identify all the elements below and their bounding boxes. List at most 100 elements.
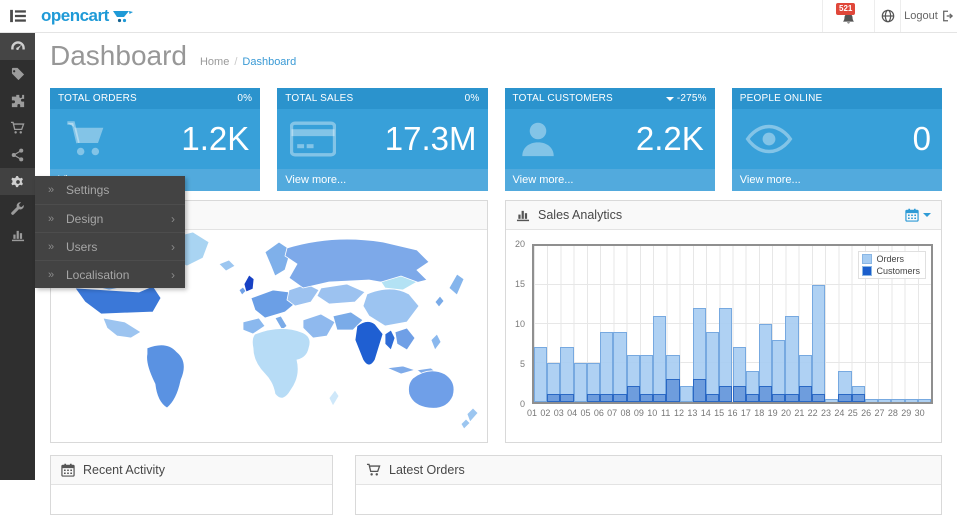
chart-bar-customers <box>838 394 852 402</box>
chart-x-tick: 02 <box>540 408 551 418</box>
sidebar-toggle-button[interactable] <box>0 0 36 32</box>
page-title: Dashboard <box>50 40 187 71</box>
sidebar-item-reports[interactable] <box>0 222 35 249</box>
menu-item-label: Users <box>66 240 98 254</box>
chart-bar-customers <box>706 394 720 402</box>
chart-bar-orders <box>825 399 839 402</box>
logout-label: Logout <box>904 10 938 22</box>
tag-icon <box>11 67 25 81</box>
legend-entry: Orders <box>862 254 920 264</box>
chart-bar-customers <box>732 386 746 402</box>
breadcrumb-home[interactable]: Home <box>199 56 230 68</box>
chart-x-tick: 30 <box>914 408 925 418</box>
tile-value: 17.3M <box>384 120 477 157</box>
menu-item-settings[interactable]: » Settings <box>35 176 185 204</box>
sales-analytics-panel: Sales Analytics 0 5 10 15 20 Orders Customers… <box>505 200 942 443</box>
chart-bar-orders <box>679 386 693 402</box>
settings-flyout-menu: » Settings » Design › » Users › » Locali… <box>35 176 185 288</box>
cart-icon <box>10 121 25 135</box>
chart-bar-customers <box>798 386 812 402</box>
chart-bar-orders <box>785 316 799 402</box>
wrench-icon <box>10 201 25 216</box>
bar-chart-icon <box>516 209 530 222</box>
logo-text: opencart <box>41 6 109 25</box>
chevron-right-icon: › <box>171 268 175 282</box>
menu-indent-icon <box>9 9 27 23</box>
menu-item-design[interactable]: » Design › <box>35 204 185 232</box>
chart-x-tick: 12 <box>674 408 685 418</box>
chart-bar-orders <box>706 331 720 402</box>
stat-tiles: TOTAL ORDERS 0% 1.2K View more... TOTAL … <box>50 88 942 191</box>
tile-value: 1.2K <box>181 120 250 157</box>
dashboard-icon <box>10 40 26 53</box>
chart-bar-orders <box>653 316 667 402</box>
chart-bar-customers <box>811 394 826 402</box>
chart-bar-orders <box>573 363 587 402</box>
breadcrumb-current[interactable]: Dashboard <box>242 56 297 68</box>
view-more-link[interactable]: View more... <box>277 169 488 191</box>
opencart-logo[interactable]: opencart <box>41 0 134 32</box>
tile-title: TOTAL SALES <box>285 93 354 104</box>
sidebar-item-settings[interactable] <box>0 168 35 195</box>
tile-percent: -275% <box>676 93 707 104</box>
sidebar-item-extensions[interactable] <box>0 87 35 114</box>
logo-cart-icon <box>112 9 134 24</box>
chart-y-tick: 0 <box>519 399 525 409</box>
bar-chart-icon <box>11 229 25 242</box>
chart-x-tick: 16 <box>727 408 738 418</box>
chart-y-tick: 10 <box>514 319 525 329</box>
chart-x-axis: 01 02 03 04 05 06 07 08 09 10 11 12 13 14 15 16 17 18 19 20… <box>527 404 933 420</box>
notification-badge: 521 <box>836 3 856 15</box>
chart-x-tick: 27 <box>874 408 885 418</box>
chart-x-tick: 24 <box>834 408 845 418</box>
chart-x-tick: 23 <box>821 408 832 418</box>
legend-label: Orders <box>876 254 904 264</box>
chart-bar-orders <box>917 399 931 402</box>
view-more-link[interactable]: View more... <box>731 169 942 191</box>
chart-bar-orders <box>613 331 627 402</box>
chart-x-tick: 05 <box>580 408 591 418</box>
chart-bar-customers <box>851 394 865 402</box>
angles-right-icon: » <box>48 184 55 196</box>
chart-x-tick: 08 <box>620 408 631 418</box>
menu-item-label: Settings <box>66 183 110 197</box>
angles-right-icon: » <box>48 269 55 281</box>
chart-x-tick: 14 <box>700 408 711 418</box>
chart-x-tick: 07 <box>607 408 618 418</box>
menu-item-users[interactable]: » Users › <box>35 232 185 260</box>
chart-bar-customers <box>600 394 614 402</box>
sidebar-item-marketing[interactable] <box>0 141 35 168</box>
chart-y-tick: 5 <box>519 359 525 369</box>
chart-x-tick: 17 <box>740 408 751 418</box>
view-more-link[interactable]: View more... <box>504 169 715 191</box>
recent-activity-title: Recent Activity <box>83 463 165 477</box>
tile-title: PEOPLE ONLINE <box>739 93 823 104</box>
stores-button[interactable] <box>874 0 900 32</box>
chart-x-tick: 22 <box>807 408 818 418</box>
chart-bar-customers <box>653 394 667 402</box>
chart-x-tick: 10 <box>647 408 658 418</box>
angles-right-icon: » <box>48 213 55 225</box>
sidebar-item-dashboard[interactable] <box>0 33 35 60</box>
logout-button[interactable]: Logout <box>900 0 957 32</box>
tile-people-online: PEOPLE ONLINE 0 View more... <box>731 88 942 191</box>
chart-bar-orders <box>600 331 614 402</box>
chart-bar-customers <box>692 378 707 402</box>
menu-item-localisation[interactable]: » Localisation › <box>35 260 185 288</box>
credit-card-icon <box>290 121 337 157</box>
sidebar-item-sales[interactable] <box>0 114 35 141</box>
legend-entry: Customers <box>862 266 920 276</box>
sidebar-item-catalog[interactable] <box>0 60 35 87</box>
chart-bar-customers <box>613 394 627 402</box>
tile-title: TOTAL ORDERS <box>58 93 137 104</box>
menu-item-label: Design <box>66 212 104 226</box>
sidebar <box>0 33 35 480</box>
chart-x-tick: 09 <box>633 408 644 418</box>
date-range-button[interactable] <box>905 208 931 222</box>
tile-percent: 0% <box>464 93 480 104</box>
notifications-button[interactable]: 521 <box>822 0 874 32</box>
chart-x-tick: 21 <box>794 408 805 418</box>
chart-bar-customers <box>666 378 680 402</box>
latest-orders-title: Latest Orders <box>389 463 465 477</box>
sidebar-item-system[interactable] <box>0 195 35 222</box>
